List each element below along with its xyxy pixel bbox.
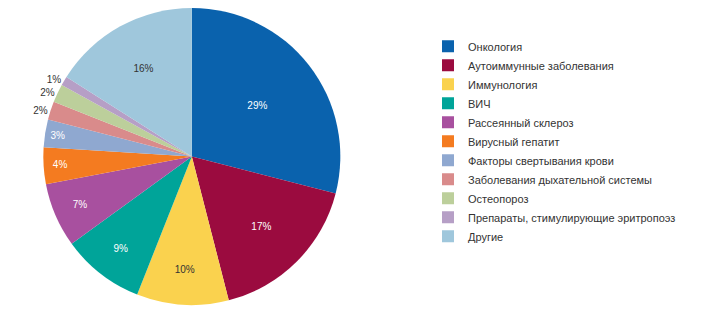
svg-text:Препараты, стимулирующие эритр: Препараты, стимулирующие эритропоэз bbox=[468, 212, 675, 224]
svg-text:1%: 1% bbox=[47, 74, 62, 85]
svg-text:10%: 10% bbox=[175, 264, 195, 275]
svg-text:2%: 2% bbox=[33, 105, 48, 116]
svg-text:Остеопороз: Остеопороз bbox=[468, 193, 528, 205]
svg-text:Аутоиммунные заболевания: Аутоиммунные заболевания bbox=[468, 60, 614, 72]
svg-text:Онкология: Онкология bbox=[468, 41, 522, 53]
svg-text:17%: 17% bbox=[251, 221, 271, 232]
svg-text:Рассеянный склероз: Рассеянный склероз bbox=[468, 117, 574, 129]
svg-text:Иммунология: Иммунология bbox=[468, 79, 537, 91]
svg-text:Факторы свертывания крови: Факторы свертывания крови bbox=[468, 155, 614, 167]
svg-text:Заболевания дыхательной систем: Заболевания дыхательной системы bbox=[468, 174, 652, 186]
svg-text:Вирусный гепатит: Вирусный гепатит bbox=[468, 136, 559, 148]
svg-text:Другие: Другие bbox=[468, 231, 503, 243]
svg-text:29%: 29% bbox=[247, 100, 267, 111]
svg-text:4%: 4% bbox=[53, 159, 68, 170]
svg-text:2%: 2% bbox=[40, 87, 55, 98]
svg-text:3%: 3% bbox=[50, 130, 65, 141]
svg-text:7%: 7% bbox=[73, 199, 88, 210]
svg-text:16%: 16% bbox=[133, 63, 153, 74]
svg-text:9%: 9% bbox=[113, 243, 128, 254]
svg-text:ВИЧ: ВИЧ bbox=[468, 98, 491, 110]
